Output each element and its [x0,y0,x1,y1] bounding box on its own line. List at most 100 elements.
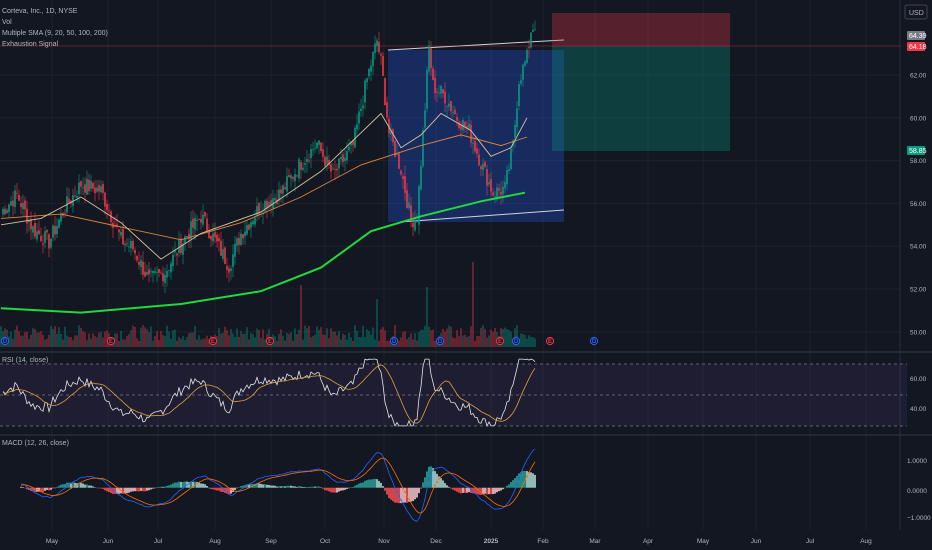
candle-body [280,189,282,194]
volume-bar [298,329,300,347]
candle-body [528,47,530,48]
volume-bar [464,334,466,347]
time-tick-label: Jul [806,538,815,545]
candle-body [476,148,478,154]
legend-sma[interactable]: Multiple SMA (9, 20, 50, 100, 200) [2,30,108,37]
macd-histogram-bar [394,487,396,503]
legend-exhaustion[interactable]: Exhaustion Signal [2,41,58,48]
rsi-tick-label: 60.00 [910,376,927,383]
macd-histogram-bar [124,487,126,494]
candle-body [376,40,378,46]
stop-loss-zone [552,13,730,46]
volume-bar [470,326,472,347]
volume-bar [182,335,184,347]
event-markers[interactable]: DEEEDDEDDED [0,336,599,346]
macd-histogram-bar [174,482,176,488]
volume-bar [320,327,322,347]
macd-histogram-bar [48,487,50,491]
macd-histogram-bar [52,487,54,489]
candle-body [502,186,504,195]
macd-histogram-bar [192,481,194,488]
candle-body [30,219,32,230]
macd-histogram-bar [256,483,258,488]
macd-histogram-bar [444,483,446,488]
event-marker[interactable]: D [0,336,10,345]
volume-bar [230,329,232,347]
macd-histogram-bar [320,487,322,488]
drawing-overlays[interactable] [0,13,900,223]
volume-bar [478,335,480,347]
macd-label[interactable]: MACD (12, 26, close) [2,440,69,447]
volume-bar [174,329,176,347]
event-marker[interactable]: D [511,336,521,345]
currency-button[interactable] [904,4,928,20]
event-marker[interactable]: D [389,336,399,345]
volume-bar [40,331,42,347]
event-marker[interactable]: E [208,336,218,345]
volume-bar [386,340,388,347]
candle-body [204,212,206,217]
macd-histogram-bar [526,471,528,488]
macd-histogram-bar [460,487,462,494]
candle-body [224,247,226,265]
macd-histogram-bar [358,483,360,488]
volume-bar [380,329,382,347]
volume-bar [100,331,102,347]
volume-bar [300,285,302,347]
candle-body [32,226,34,233]
event-marker[interactable]: D [589,336,599,345]
macd-histogram-bar [66,482,68,488]
macd-histogram-bar [130,487,132,492]
candle-body [300,162,302,170]
volume-bar [354,325,356,347]
macd-histogram-bar [448,486,450,488]
volume-bar [460,328,462,347]
candle-body [96,187,98,192]
volume-bar [154,336,156,347]
candle-body [454,109,456,115]
legend-symbol[interactable]: Corteva, Inc., 1D, NYSE [2,8,78,15]
candle-body [290,175,292,179]
volume-bar [372,327,374,347]
macd-histogram-bar [440,478,442,488]
macd-histogram-bar [452,487,454,490]
macd-histogram-bar [512,480,514,488]
macd-histogram-bar [220,487,222,492]
candle-body [302,167,304,170]
candle-body [256,206,258,216]
macd-histogram-bar [228,487,230,495]
candle-body [458,122,460,128]
volume-bar [256,328,258,347]
event-marker[interactable]: E [545,336,555,345]
legend-vol[interactable]: Vol [2,19,12,26]
last-price-tag [907,31,925,40]
volume-bar [382,327,384,347]
event-marker[interactable]: D [435,336,445,345]
macd-histogram-bar [76,483,78,488]
macd-histogram-bar [32,487,34,492]
candle-body [178,240,180,253]
macd-histogram-bar [230,487,232,494]
volume-bar [490,329,492,347]
volume-bar [408,336,410,347]
macd-histogram-bar [166,485,168,488]
macd-histogram-bar [246,484,248,488]
price-tick-label: 52.00 [910,287,927,294]
event-marker[interactable]: E [265,336,275,346]
volume-bar [330,328,332,347]
event-marker[interactable]: E [495,336,505,345]
rsi-label[interactable]: RSI (14, close) [2,357,48,364]
time-tick-label: Nov [378,538,390,545]
volume-bar [226,330,228,347]
volume-bar [138,340,140,347]
volume-bar [484,328,486,347]
volume-bar [132,325,134,347]
volume-bar [220,333,222,347]
macd-histogram-bar [378,480,380,488]
macd-histogram-bar [178,481,180,488]
event-marker-circle [265,336,275,346]
candle-body [424,110,426,128]
event-marker[interactable]: E [106,336,116,345]
macd-histogram-bar [296,486,298,488]
